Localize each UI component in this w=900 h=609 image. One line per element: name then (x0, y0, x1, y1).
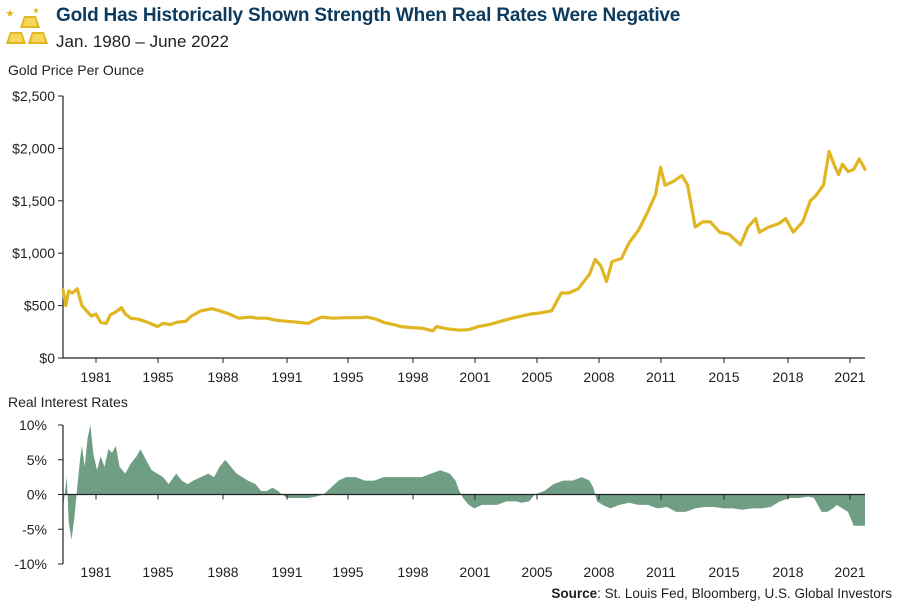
rates-x-tick-label: 1985 (142, 564, 173, 580)
gold-price-chart: $0 $500 $1,000 $1,500 $2,000 $2,500 1981 1985 19… (12, 88, 867, 385)
chart-title: Gold Has Historically Shown Strength Whe… (56, 5, 681, 26)
source-text: : St. Louis Fed, Bloomberg, U.S. Global … (597, 586, 892, 601)
rates-x-tick-label: 1988 (207, 564, 238, 580)
gold-x-tick-label: 2018 (772, 369, 803, 385)
rates-x-tick-label: 1991 (271, 564, 302, 580)
rates-y-tick-label: -10% (14, 556, 47, 572)
chart-subtitle: Jan. 1980 – June 2022 (56, 32, 229, 51)
gold-price-line (61, 149, 867, 333)
source-note: Source: St. Louis Fed, Bloomberg, U.S. G… (551, 586, 892, 601)
rates-x-tick-label: 2021 (834, 564, 865, 580)
gold-y-tick-label: $1,000 (12, 245, 55, 261)
rates-y-tick-label: 0% (27, 487, 47, 503)
gold-y-tick-label: $2,000 (12, 140, 55, 156)
rates-x-tick-label: 2018 (772, 564, 803, 580)
rates-x-tick-label: 2008 (583, 564, 614, 580)
rates-y-tick-label: -5% (22, 521, 47, 537)
gold-x-tick-label: 2008 (583, 369, 614, 385)
gold-x-tick-label: 1995 (332, 369, 363, 385)
gold-x-tick-label: 1985 (142, 369, 173, 385)
gold-x-tick-label: 2021 (834, 369, 865, 385)
rates-x-tick-label: 2001 (459, 564, 490, 580)
gold-x-tick-label: 2015 (708, 369, 739, 385)
gold-axis-title: Gold Price Per Ounce (8, 62, 145, 78)
real-rates-chart: 10% 5% 0% -5% -10% 1981 1985 1988 1991 1995 1998 20… (14, 417, 865, 580)
gold-x-tick-label: 1981 (80, 369, 111, 385)
gold-y-tick-label: $500 (24, 298, 55, 314)
gold-bars-logo-icon (6, 7, 48, 44)
real-rates-area (63, 425, 865, 540)
rates-y-tick-label: 10% (19, 417, 47, 433)
source-label: Source (551, 586, 598, 601)
gold-x-tick-label: 2001 (459, 369, 490, 385)
gold-x-tick-label: 1991 (271, 369, 302, 385)
rates-y-tick-label: 5% (27, 452, 47, 468)
rates-x-tick-label: 1995 (332, 564, 363, 580)
gold-y-tick-label: $2,500 (12, 88, 55, 104)
gold-x-tick-label: 2011 (646, 369, 676, 385)
gold-y-tick-label: $1,500 (12, 193, 55, 209)
gold-x-tick-label: 2005 (521, 369, 552, 385)
rates-x-tick-label: 2005 (521, 564, 552, 580)
rates-axis-title: Real Interest Rates (8, 394, 128, 410)
gold-x-tick-label: 1998 (397, 369, 428, 385)
rates-x-tick-label: 2011 (646, 564, 676, 580)
rates-x-tick-label: 1981 (80, 564, 111, 580)
rates-x-tick-label: 1998 (397, 564, 428, 580)
rates-x-tick-label: 2015 (708, 564, 739, 580)
gold-x-tick-label: 1988 (207, 369, 238, 385)
gold-y-tick-label: $0 (39, 350, 55, 366)
